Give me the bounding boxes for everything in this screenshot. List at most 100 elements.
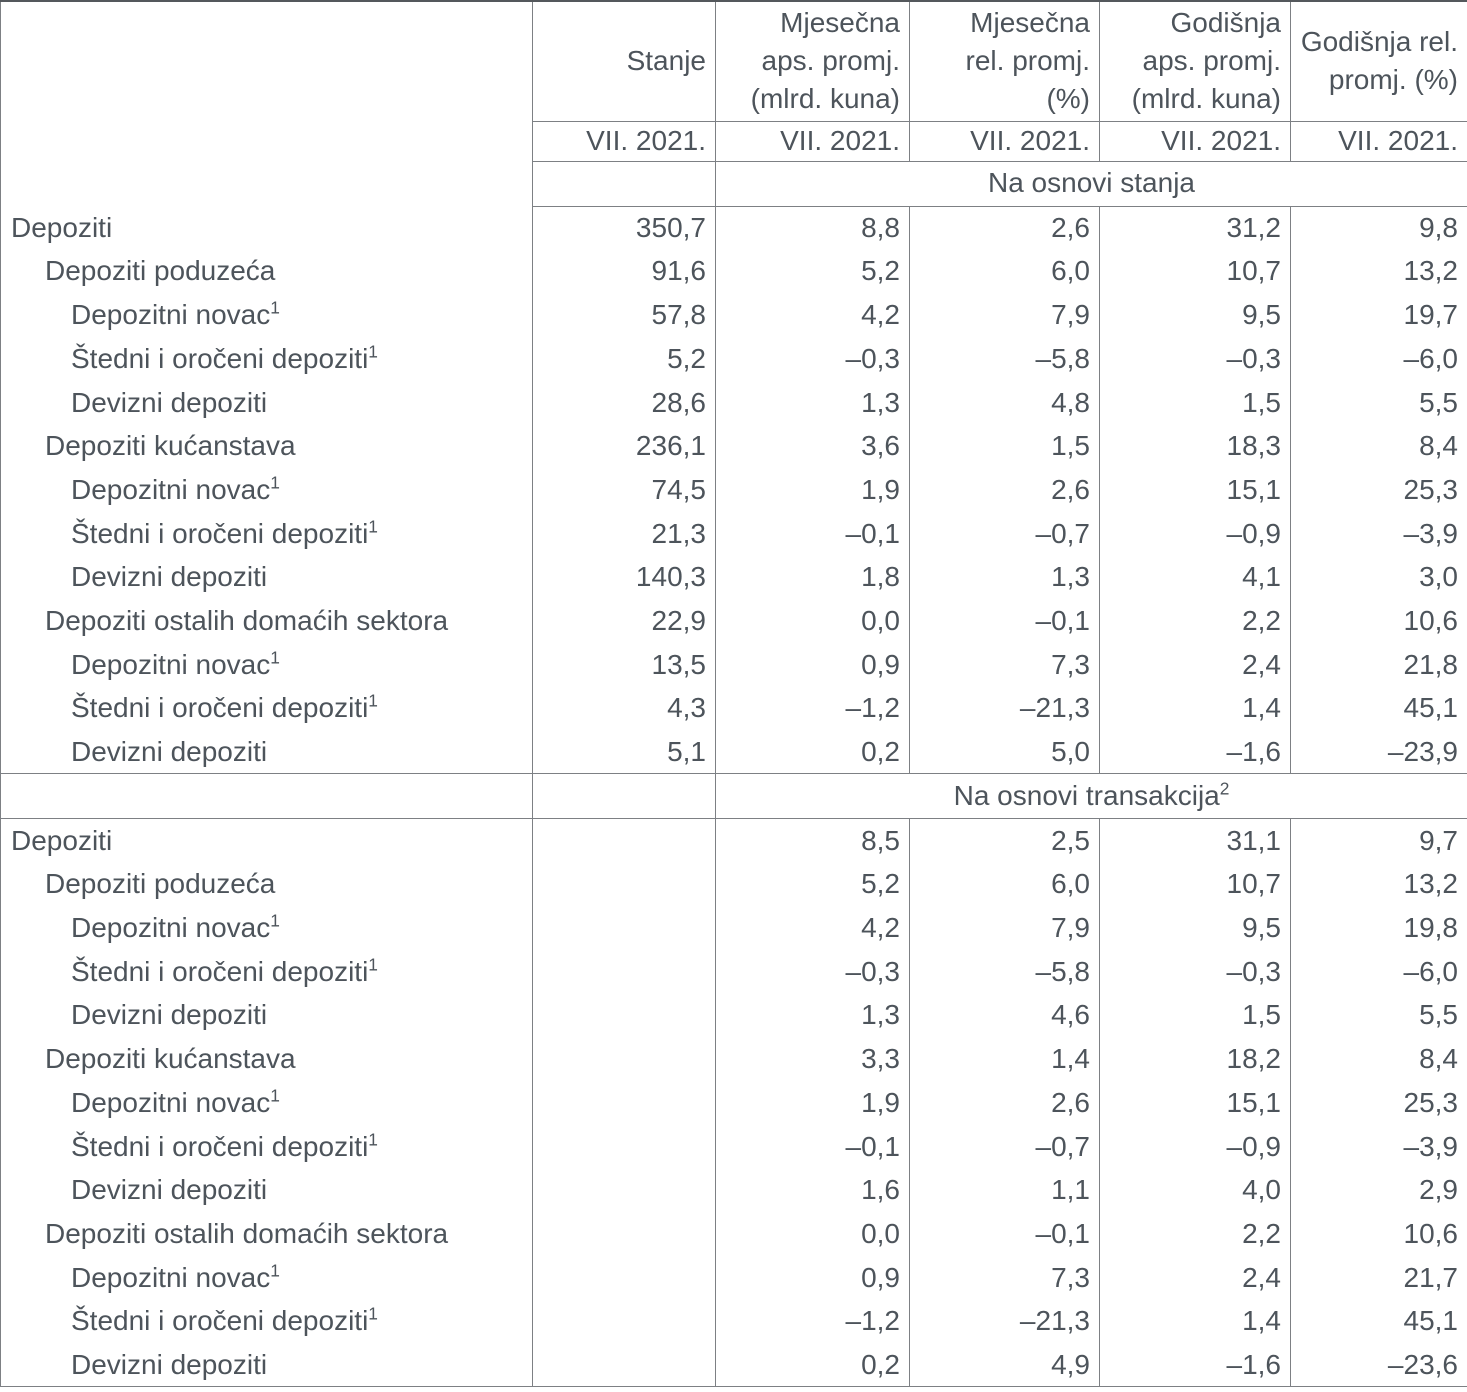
value-cell-stanje: 91,6 <box>532 249 716 294</box>
value-cell-yearly-abs: 2,4 <box>1099 642 1291 687</box>
value-cell-monthly-abs: 4,2 <box>715 293 910 338</box>
value-cell-yearly-abs: 18,3 <box>1099 424 1291 469</box>
period-cell: VII. 2021. <box>1099 121 1291 162</box>
value-cell-stanje <box>532 1255 716 1300</box>
value-cell-yearly-rel: –23,9 <box>1387 735 1458 767</box>
table-row: Depoziti kućanstava 236,1 3,6 1,5 18,3 8… <box>0 424 1467 469</box>
value-cell-yearly-rel: 25,3 <box>1403 473 1459 505</box>
row-label-sup: 1 <box>270 1260 280 1281</box>
value-cell-monthly-abs: –0,1 <box>715 511 910 556</box>
row-label: Devizni depoziti <box>71 1174 268 1206</box>
value-cell-monthly-rel: 7,3 <box>909 1255 1100 1300</box>
header-period-row: VII. 2021. VII. 2021. VII. 2021. VII. 20… <box>1 121 1467 162</box>
value-cell-monthly-abs: 0,9 <box>715 1255 910 1300</box>
row-label-sup: 1 <box>270 472 280 493</box>
header-title-row: Stanje Mjesečna aps. promj. (mlrd. kuna)… <box>0 1 1467 206</box>
table-row: Depoziti kućanstava 3,3 1,4 18,2 8,4 <box>0 1037 1467 1082</box>
table-row: Depozitni novac1 0,9 7,3 2,4 21,7 <box>0 1255 1467 1300</box>
row-label-sup: 1 <box>270 910 280 931</box>
value-cell-stanje <box>532 1037 716 1082</box>
period-cell: VII. 2021. <box>715 121 910 162</box>
row-label: Depoziti poduzeća <box>45 255 276 287</box>
header-line: promj. (%) <box>1328 64 1458 96</box>
value-cell-yearly-abs: 2,2 <box>1099 1212 1291 1256</box>
value-cell-yearly-rel: 10,6 <box>1403 1217 1459 1249</box>
period-cell: VII. 2021. <box>909 121 1100 162</box>
row-label: Devizni depoziti <box>71 999 268 1031</box>
value-cell-monthly-abs: –0,3 <box>715 950 910 994</box>
value-cell-monthly-abs: –1,2 <box>715 686 910 731</box>
value-cell-stanje <box>532 1168 716 1213</box>
value-cell-monthly-rel: 5,0 <box>909 730 1100 774</box>
value-cell-stanje <box>532 1343 716 1387</box>
band-label-cell: Na osnovi stanja <box>715 161 1467 207</box>
band-empty-cell <box>532 161 716 207</box>
value-cell-yearly-rel: –6,0 <box>1403 342 1459 374</box>
header-line: rel. promj. <box>965 45 1090 77</box>
value-cell-monthly-abs: –0,3 <box>715 337 910 381</box>
row-label-sup: 1 <box>368 954 378 975</box>
value-cell-yearly-rel: 5,5 <box>1419 999 1458 1031</box>
column-header-yearly-rel: Godišnja rel. promj. (%) <box>1290 1 1467 122</box>
value-cell-stanje: 13,5 <box>532 642 716 687</box>
value-cell-stanje <box>532 818 716 863</box>
row-label-cell: Štedni i oročeni depoziti1 <box>0 950 533 994</box>
value-cell-stanje <box>532 1124 716 1169</box>
row-label: Depozitni novac <box>71 648 271 680</box>
value-cell-yearly-abs: 4,1 <box>1099 555 1291 600</box>
value-cell-yearly-abs: 31,2 <box>1099 206 1291 250</box>
header-line: (mlrd. kuna) <box>750 83 900 115</box>
value-cell-yearly-rel: 9,8 <box>1419 212 1458 244</box>
value-cell-monthly-abs: 1,3 <box>715 993 910 1038</box>
value-cell-monthly-abs: 0,9 <box>715 642 910 687</box>
row-label-cell: Devizni depoziti <box>0 555 533 600</box>
row-label-sup: 1 <box>270 297 280 318</box>
row-label-cell: Depoziti poduzeća <box>0 249 533 294</box>
value-cell-monthly-rel: 2,5 <box>909 818 1100 863</box>
value-cell-yearly-abs: –0,3 <box>1099 337 1291 381</box>
value-cell-monthly-rel: 2,6 <box>909 1081 1100 1125</box>
table-row: Depozitni novac1 4,2 7,9 9,5 19,8 <box>0 906 1467 950</box>
value-cell-yearly-rel: 45,1 <box>1403 692 1459 724</box>
value-cell-yearly-abs: 31,1 <box>1099 818 1291 863</box>
row-label-cell: Depoziti ostalih domaćih sektora <box>0 599 533 643</box>
row-label-cell: Devizni depoziti <box>0 993 533 1038</box>
table-row: Štedni i oročeni depoziti1 –0,3 –5,8 –0,… <box>0 950 1467 994</box>
value-cell-yearly-abs: 1,5 <box>1099 993 1291 1038</box>
value-cell-monthly-rel: –5,8 <box>909 950 1100 994</box>
row-label: Depozitni novac <box>71 1086 271 1118</box>
value-cell-yearly-rel: –6,0 <box>1403 955 1459 987</box>
period-cell: VII. 2021. <box>532 121 716 162</box>
header-line: Stanje <box>626 45 706 77</box>
value-cell-monthly-rel: 4,8 <box>909 380 1100 425</box>
value-cell-monthly-abs: 0,2 <box>715 1343 910 1387</box>
value-cell-monthly-rel: 2,6 <box>909 206 1100 250</box>
value-cell-monthly-abs: 1,6 <box>715 1168 910 1213</box>
column-header-monthly-rel: Mjesečna rel. promj. (%) <box>909 1 1100 122</box>
value-cell-stanje: 28,6 <box>532 380 716 425</box>
value-cell-monthly-abs: –0,1 <box>715 1124 910 1169</box>
row-label-cell: Štedni i oročeni depoziti1 <box>0 511 533 556</box>
value-cell-stanje <box>532 862 716 907</box>
row-label: Depoziti <box>11 211 113 243</box>
row-label-cell: Štedni i oročeni depoziti1 <box>0 337 533 381</box>
row-label-sup: 1 <box>368 341 378 362</box>
value-cell-monthly-rel: 1,5 <box>909 424 1100 469</box>
value-cell-yearly-rel: 8,4 <box>1419 430 1458 462</box>
row-label-sup: 1 <box>368 1129 378 1150</box>
value-cell-yearly-abs: 2,4 <box>1099 1255 1291 1300</box>
row-label-cell: Štedni i oročeni depoziti1 <box>0 686 533 731</box>
value-cell-yearly-abs: –0,3 <box>1099 950 1291 994</box>
table-row: Depozitni novac1 57,8 4,2 7,9 9,5 19,7 <box>0 293 1467 338</box>
row-label-cell: Devizni depoziti <box>0 1168 533 1213</box>
value-cell-monthly-abs: 8,8 <box>715 206 910 250</box>
value-cell-yearly-rel: 9,7 <box>1419 824 1458 856</box>
value-cell-stanje: 140,3 <box>532 555 716 600</box>
band-label-sup: 2 <box>1219 779 1230 800</box>
value-cell-stanje <box>532 993 716 1038</box>
row-label-cell: Depoziti ostalih domaćih sektora <box>0 1212 533 1256</box>
value-cell-monthly-abs: 8,5 <box>715 818 910 863</box>
value-cell-monthly-abs: 0,0 <box>715 1212 910 1256</box>
value-cell-monthly-abs: 0,2 <box>715 730 910 774</box>
row-label: Štedni i oročeni depoziti <box>71 955 369 987</box>
